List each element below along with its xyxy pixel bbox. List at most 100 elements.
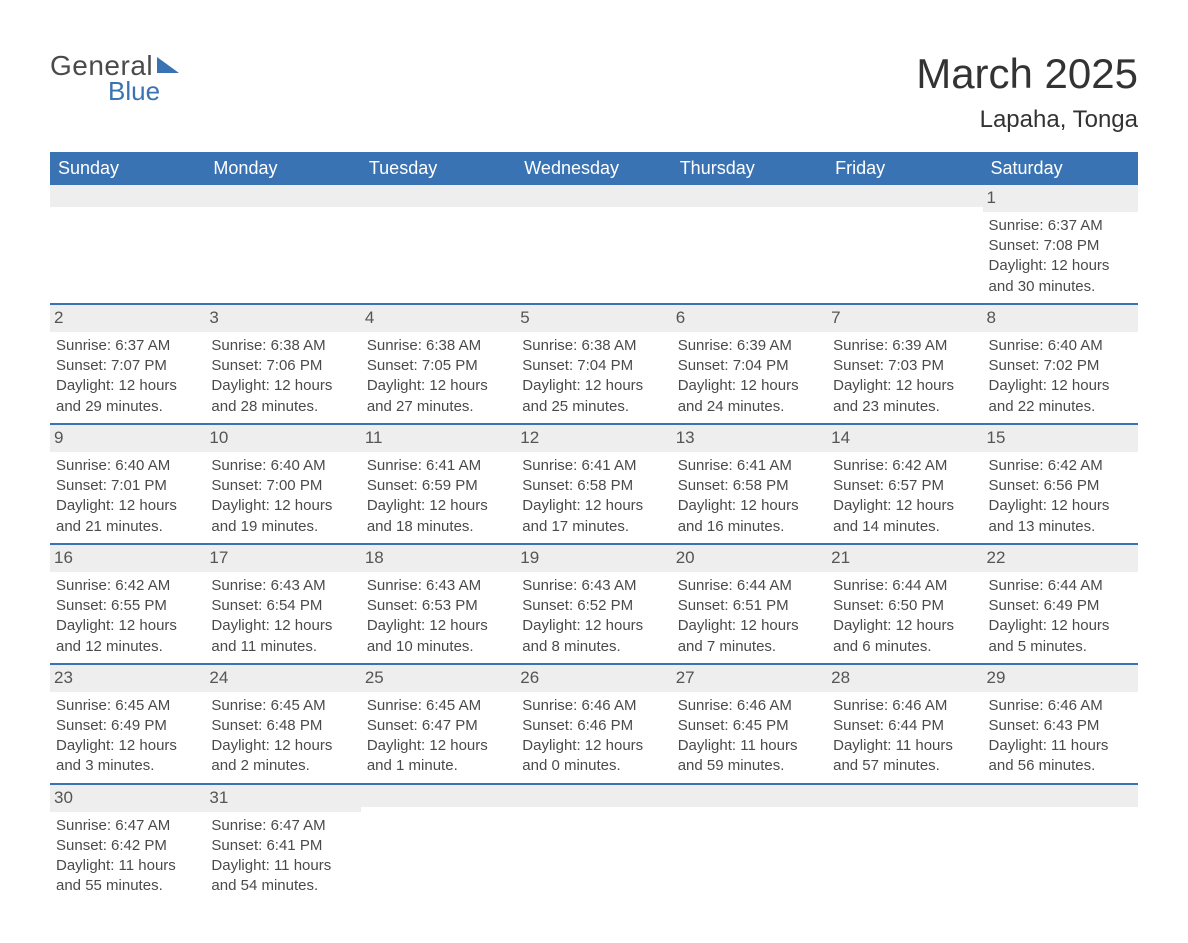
daylight-text: Daylight: 11 hours and 57 minutes. bbox=[833, 736, 976, 777]
sunrise-text: Sunrise: 6:45 AM bbox=[367, 696, 510, 716]
sunrise-text: Sunrise: 6:43 AM bbox=[522, 576, 665, 596]
daylight-text: Daylight: 12 hours and 14 minutes. bbox=[833, 496, 976, 537]
day-number: 29 bbox=[983, 665, 1138, 692]
day-number: 21 bbox=[827, 545, 982, 572]
sunset-text: Sunset: 7:04 PM bbox=[522, 356, 665, 376]
sunset-text: Sunset: 6:57 PM bbox=[833, 476, 976, 496]
sunset-text: Sunset: 6:41 PM bbox=[211, 836, 354, 856]
calendar-day-cell bbox=[50, 185, 205, 304]
page-title: March 2025 bbox=[916, 50, 1138, 98]
calendar-day-cell: 12Sunrise: 6:41 AMSunset: 6:58 PMDayligh… bbox=[516, 424, 671, 544]
calendar-day-cell: 9Sunrise: 6:40 AMSunset: 7:01 PMDaylight… bbox=[50, 424, 205, 544]
daylight-text: Daylight: 12 hours and 12 minutes. bbox=[56, 616, 199, 657]
daylight-text: Daylight: 12 hours and 6 minutes. bbox=[833, 616, 976, 657]
daylight-text: Daylight: 12 hours and 7 minutes. bbox=[678, 616, 821, 657]
calendar-week-row: 16Sunrise: 6:42 AMSunset: 6:55 PMDayligh… bbox=[50, 544, 1138, 664]
calendar-day-cell: 2 Sunrise: 6:37 AMSunset: 7:07 PMDaylight… bbox=[50, 304, 205, 424]
day-number: 22 bbox=[983, 545, 1138, 572]
daylight-text: Daylight: 12 hours and 22 minutes. bbox=[989, 376, 1132, 417]
sunset-text: Sunset: 7:00 PM bbox=[211, 476, 354, 496]
calendar-day-cell: 16Sunrise: 6:42 AMSunset: 6:55 PMDayligh… bbox=[50, 544, 205, 664]
day-number: 26 bbox=[516, 665, 671, 692]
day-number: 28 bbox=[827, 665, 982, 692]
calendar-day-cell: 26Sunrise: 6:46 AMSunset: 6:46 PMDayligh… bbox=[516, 664, 671, 784]
sunrise-text: Sunrise: 6:41 AM bbox=[522, 456, 665, 476]
sunset-text: Sunset: 6:53 PM bbox=[367, 596, 510, 616]
daylight-text: Daylight: 12 hours and 19 minutes. bbox=[211, 496, 354, 537]
day-number: 20 bbox=[672, 545, 827, 572]
sunset-text: Sunset: 6:46 PM bbox=[522, 716, 665, 736]
sunrise-text: Sunrise: 6:46 AM bbox=[833, 696, 976, 716]
day-number: 31 bbox=[205, 785, 360, 812]
day-number bbox=[672, 785, 827, 807]
sunset-text: Sunset: 6:49 PM bbox=[989, 596, 1132, 616]
daylight-text: Daylight: 12 hours and 0 minutes. bbox=[522, 736, 665, 777]
sunset-text: Sunset: 7:07 PM bbox=[56, 356, 199, 376]
weekday-header: Monday bbox=[205, 152, 360, 185]
day-number: 8 bbox=[983, 305, 1138, 332]
title-block: March 2025 Lapaha, Tonga bbox=[916, 50, 1138, 134]
calendar-day-cell: 11Sunrise: 6:41 AMSunset: 6:59 PMDayligh… bbox=[361, 424, 516, 544]
sunrise-text: Sunrise: 6:45 AM bbox=[56, 696, 199, 716]
day-number: 23 bbox=[50, 665, 205, 692]
daylight-text: Daylight: 12 hours and 3 minutes. bbox=[56, 736, 199, 777]
calendar-day-cell: 5Sunrise: 6:38 AMSunset: 7:04 PMDaylight… bbox=[516, 304, 671, 424]
location-label: Lapaha, Tonga bbox=[916, 106, 1138, 134]
calendar-week-row: 1Sunrise: 6:37 AMSunset: 7:08 PMDaylight… bbox=[50, 185, 1138, 304]
weekday-header: Wednesday bbox=[516, 152, 671, 185]
sunset-text: Sunset: 6:52 PM bbox=[522, 596, 665, 616]
calendar-day-cell: 8Sunrise: 6:40 AMSunset: 7:02 PMDaylight… bbox=[983, 304, 1138, 424]
day-number: 16 bbox=[50, 545, 205, 572]
daylight-text: Daylight: 12 hours and 11 minutes. bbox=[211, 616, 354, 657]
sunset-text: Sunset: 6:47 PM bbox=[367, 716, 510, 736]
day-number: 2 bbox=[50, 305, 205, 332]
logo-triangle-icon bbox=[157, 57, 179, 73]
sunset-text: Sunset: 6:58 PM bbox=[522, 476, 665, 496]
sunrise-text: Sunrise: 6:37 AM bbox=[56, 336, 199, 356]
day-number bbox=[516, 785, 671, 807]
sunset-text: Sunset: 7:04 PM bbox=[678, 356, 821, 376]
daylight-text: Daylight: 12 hours and 17 minutes. bbox=[522, 496, 665, 537]
calendar-day-cell: 24Sunrise: 6:45 AMSunset: 6:48 PMDayligh… bbox=[205, 664, 360, 784]
sunrise-text: Sunrise: 6:47 AM bbox=[56, 816, 199, 836]
calendar-day-cell: 22Sunrise: 6:44 AMSunset: 6:49 PMDayligh… bbox=[983, 544, 1138, 664]
sunset-text: Sunset: 6:56 PM bbox=[989, 476, 1132, 496]
sunrise-text: Sunrise: 6:44 AM bbox=[833, 576, 976, 596]
calendar-day-cell bbox=[516, 784, 671, 903]
day-number: 17 bbox=[205, 545, 360, 572]
sunset-text: Sunset: 6:48 PM bbox=[211, 716, 354, 736]
sunrise-text: Sunrise: 6:44 AM bbox=[989, 576, 1132, 596]
day-number bbox=[50, 185, 205, 207]
sunrise-text: Sunrise: 6:46 AM bbox=[678, 696, 821, 716]
calendar-day-cell: 31Sunrise: 6:47 AMSunset: 6:41 PMDayligh… bbox=[205, 784, 360, 903]
daylight-text: Daylight: 12 hours and 8 minutes. bbox=[522, 616, 665, 657]
weekday-header: Sunday bbox=[50, 152, 205, 185]
calendar-day-cell: 23Sunrise: 6:45 AMSunset: 6:49 PMDayligh… bbox=[50, 664, 205, 784]
calendar-day-cell bbox=[672, 784, 827, 903]
sunset-text: Sunset: 6:54 PM bbox=[211, 596, 354, 616]
calendar-day-cell bbox=[361, 784, 516, 903]
day-number: 1 bbox=[983, 185, 1138, 212]
sunrise-text: Sunrise: 6:38 AM bbox=[367, 336, 510, 356]
day-number: 3 bbox=[205, 305, 360, 332]
daylight-text: Daylight: 11 hours and 56 minutes. bbox=[989, 736, 1132, 777]
calendar-day-cell bbox=[983, 784, 1138, 903]
daylight-text: Daylight: 12 hours and 25 minutes. bbox=[522, 376, 665, 417]
sunset-text: Sunset: 6:51 PM bbox=[678, 596, 821, 616]
daylight-text: Daylight: 12 hours and 29 minutes. bbox=[56, 376, 199, 417]
day-number: 6 bbox=[672, 305, 827, 332]
day-number: 15 bbox=[983, 425, 1138, 452]
calendar-day-cell: 17Sunrise: 6:43 AMSunset: 6:54 PMDayligh… bbox=[205, 544, 360, 664]
day-number: 11 bbox=[361, 425, 516, 452]
calendar-day-cell: 20Sunrise: 6:44 AMSunset: 6:51 PMDayligh… bbox=[672, 544, 827, 664]
calendar-day-cell bbox=[827, 185, 982, 304]
sunset-text: Sunset: 7:02 PM bbox=[989, 356, 1132, 376]
calendar-day-cell: 27Sunrise: 6:46 AMSunset: 6:45 PMDayligh… bbox=[672, 664, 827, 784]
day-number: 14 bbox=[827, 425, 982, 452]
weekday-header: Thursday bbox=[672, 152, 827, 185]
sunset-text: Sunset: 6:55 PM bbox=[56, 596, 199, 616]
calendar-day-cell: 13Sunrise: 6:41 AMSunset: 6:58 PMDayligh… bbox=[672, 424, 827, 544]
sunset-text: Sunset: 6:58 PM bbox=[678, 476, 821, 496]
calendar-week-row: 23Sunrise: 6:45 AMSunset: 6:49 PMDayligh… bbox=[50, 664, 1138, 784]
daylight-text: Daylight: 12 hours and 30 minutes. bbox=[989, 256, 1132, 297]
